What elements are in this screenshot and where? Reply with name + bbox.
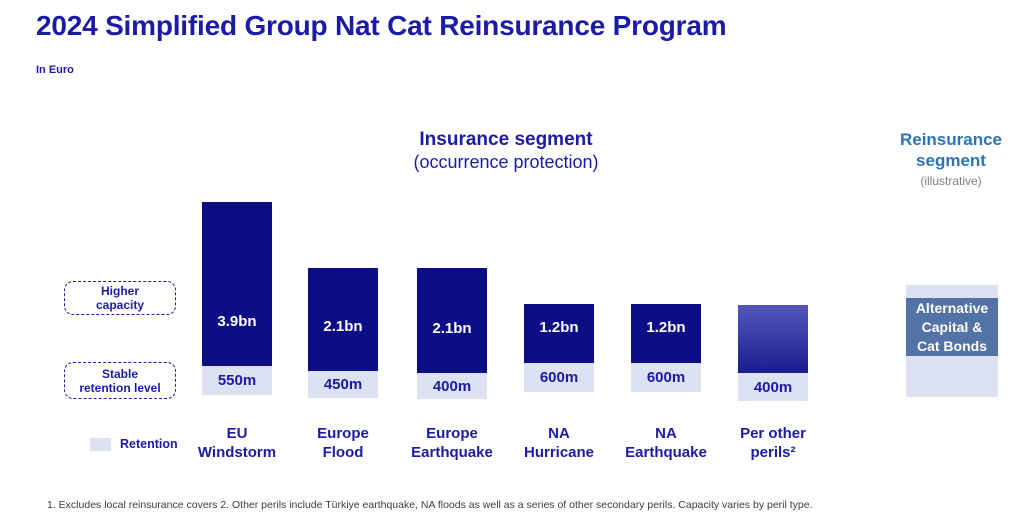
retention-legend: Retention — [90, 437, 178, 451]
bar-na-earthquake-capacity-label: 1.2bn — [646, 319, 686, 336]
category-label-europe-flood: Europe Flood — [317, 425, 369, 461]
bar-na-hurricane-capacity-label: 1.2bn — [539, 319, 579, 336]
insurance-segment-subtitle: (occurrence protection) — [413, 152, 599, 172]
bar-eu-windstorm-capacity: 3.9bn — [202, 202, 272, 366]
stable-retention-callout: Stable retention level — [64, 362, 176, 399]
bar-europe-flood-retention: 450m — [308, 371, 378, 398]
category-label-eu-windstorm: EU Windstorm — [197, 425, 277, 461]
bar-eu-windstorm-capacity-label: 3.9bn — [217, 313, 257, 330]
bar-na-hurricane-capacity: 1.2bn — [524, 304, 594, 363]
reinsurance-segment-header: Reinsurance segment (illustrative) — [870, 129, 1024, 188]
category-label-europe-earthquake: Europe Earthquake — [411, 425, 493, 461]
bar-na-hurricane-retention: 600m — [524, 363, 594, 392]
insurance-segment-header: Insurance segment (occurrence protection… — [356, 128, 656, 173]
page-title: 2024 Simplified Group Nat Cat Reinsuranc… — [36, 10, 727, 41]
bar-eu-windstorm-retention: 550m — [202, 366, 272, 395]
bar-na-earthquake-retention: 600m — [631, 363, 701, 392]
reinsurance-segment-title: Reinsurance segment — [899, 130, 1003, 170]
bar-europe-earthquake-retention: 400m — [417, 373, 487, 399]
reinsurance-segment-subtitle: (illustrative) — [920, 174, 982, 188]
category-label-per-other-perils: Per other perils² — [740, 425, 806, 461]
bar-europe-flood-capacity: 2.1bn — [308, 268, 378, 371]
alternative-capital-box: Alternative Capital & Cat Bonds — [906, 298, 998, 356]
category-label-na-earthquake: NA Earthquake — [625, 425, 707, 461]
footnote: 1. Excludes local reinsurance covers 2. … — [47, 499, 813, 511]
retention-swatch-icon — [90, 437, 111, 451]
category-label-na-hurricane: NA Hurricane — [523, 425, 595, 461]
bar-europe-earthquake-capacity: 2.1bn — [417, 268, 487, 373]
unit-note: In Euro — [36, 64, 74, 76]
bar-per-other-perils-retention: 400m — [738, 373, 808, 401]
bar-na-earthquake-capacity: 1.2bn — [631, 304, 701, 363]
bar-europe-earthquake-capacity-label: 2.1bn — [432, 320, 472, 337]
bar-per-other-perils-capacity — [738, 305, 808, 373]
retention-legend-label: Retention — [120, 437, 178, 451]
higher-capacity-callout: Higher capacity — [64, 281, 176, 315]
insurance-segment-title: Insurance segment — [419, 129, 593, 150]
bar-europe-flood-capacity-label: 2.1bn — [323, 318, 363, 335]
